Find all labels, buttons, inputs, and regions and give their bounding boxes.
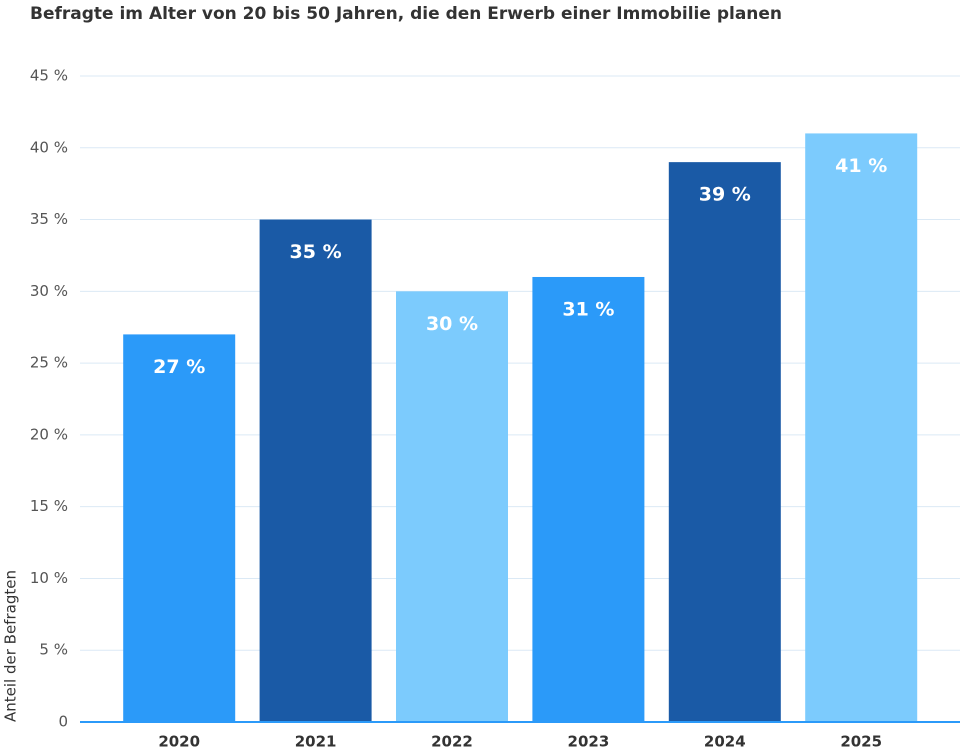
bar: [805, 133, 918, 722]
value-label: 30 %: [426, 313, 478, 335]
y-tick-label: 45 %: [30, 67, 68, 85]
bar: [532, 276, 645, 722]
bar: [668, 162, 781, 723]
y-tick-label: 10 %: [30, 569, 68, 587]
bar: [396, 291, 508, 722]
bar: [259, 219, 372, 723]
y-axis-title: Anteil der Befragten: [2, 570, 20, 722]
x-tick-label: 2020: [158, 733, 200, 751]
y-tick-label: 0: [58, 713, 68, 731]
chart-title: Befragte im Alter von 20 bis 50 Jahren, …: [30, 4, 782, 24]
x-tick-label: 2022: [431, 733, 473, 751]
y-tick-label: 5 %: [39, 641, 68, 659]
value-label: 39 %: [699, 184, 751, 206]
y-tick-label: 30 %: [30, 282, 68, 300]
x-tick-label: 2025: [840, 733, 882, 751]
y-tick-label: 35 %: [30, 210, 68, 228]
y-tick-label: 15 %: [30, 497, 68, 515]
value-label: 41 %: [835, 155, 887, 177]
value-label: 27 %: [153, 356, 205, 378]
x-tick-label: 2023: [568, 733, 610, 751]
value-label: 31 %: [562, 298, 614, 320]
bar: [123, 334, 236, 722]
x-tick-label: 2024: [704, 733, 746, 751]
value-label: 35 %: [290, 241, 342, 263]
y-tick-label: 40 %: [30, 138, 68, 156]
x-tick-label: 2021: [295, 733, 337, 751]
y-tick-label: 20 %: [30, 425, 68, 443]
y-tick-label: 25 %: [30, 354, 68, 372]
